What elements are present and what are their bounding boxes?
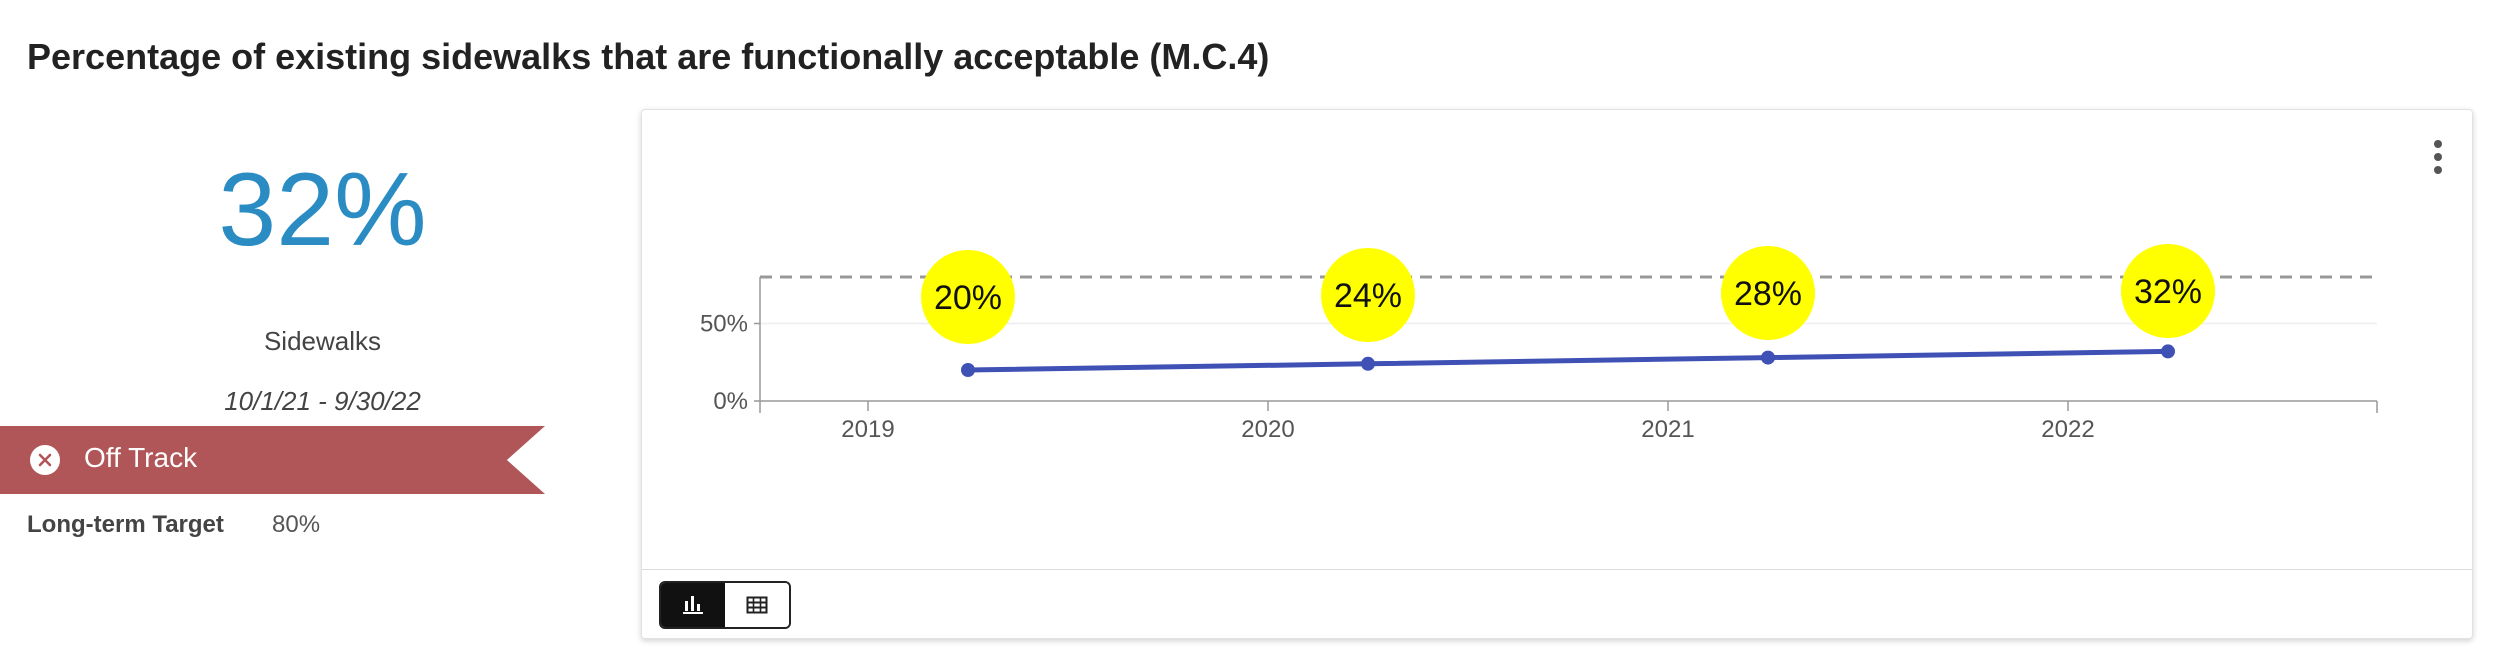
x-tick-label: 2021	[1641, 416, 1694, 443]
status-text: Off Track	[84, 442, 198, 473]
data-point	[1361, 356, 1375, 371]
chart-view-button[interactable]	[661, 583, 725, 627]
data-point	[961, 363, 975, 377]
kpi-label: Sidewalks	[263, 326, 382, 356]
view-toggle	[659, 581, 791, 629]
close-circle-icon	[30, 445, 60, 475]
card-divider	[642, 569, 2472, 570]
x-tick-label: 2019	[841, 416, 894, 443]
data-point	[2161, 344, 2175, 359]
table-icon	[746, 596, 768, 614]
table-view-button[interactable]	[725, 583, 789, 627]
data-label-bubble	[1721, 246, 1815, 340]
series-line	[967, 348, 2169, 373]
target-label: Long-term Target	[27, 511, 224, 538]
data-point	[1761, 350, 1775, 365]
target-value: 80%	[272, 511, 321, 538]
chart-card: 0% 50% 2019 2020 2021 2022 20% 24% 28% 32%	[641, 109, 2473, 639]
data-label: 32%	[2134, 273, 2202, 311]
y-tick-label: 0%	[713, 388, 748, 415]
data-label: 24%	[1334, 277, 1402, 315]
kpi-date-range: 10/1/21 - 9/30/22	[224, 386, 421, 416]
y-tick-label: 50%	[700, 311, 748, 338]
x-tick-label: 2020	[1241, 416, 1294, 443]
bar-chart-icon	[683, 596, 703, 614]
data-label: 28%	[1734, 275, 1802, 313]
data-label-bubble	[1321, 248, 1415, 342]
data-label-bubble	[2121, 244, 2215, 338]
data-label: 20%	[934, 279, 1002, 317]
data-label-bubble	[921, 250, 1015, 344]
x-tick-label: 2022	[2041, 416, 2094, 443]
more-vert-icon[interactable]	[2428, 140, 2448, 180]
status-banner: Off Track	[0, 426, 545, 494]
page-title: Percentage of existing sidewalks that ar…	[27, 36, 1270, 77]
line-chart: 0% 50% 2019 2020 2021 2022 20% 24% 28% 32%	[700, 244, 2378, 443]
kpi-value: 32%	[218, 152, 427, 268]
